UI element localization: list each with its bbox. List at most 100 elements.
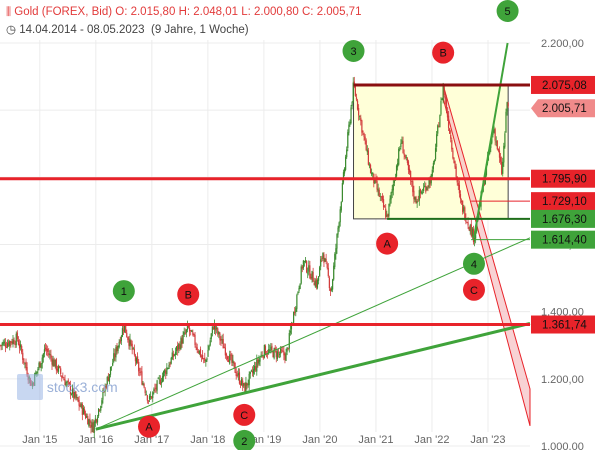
candle-body bbox=[154, 388, 156, 390]
wave-label-text: 5 bbox=[505, 6, 511, 18]
price-tag-box bbox=[531, 75, 595, 94]
y-tick-label: 2.200,00 bbox=[541, 38, 584, 50]
candle-body bbox=[229, 354, 231, 364]
candle-body bbox=[83, 409, 86, 414]
candle-body bbox=[190, 329, 192, 331]
candle-body bbox=[417, 200, 419, 202]
candle-body bbox=[4, 343, 7, 347]
candle-body bbox=[159, 379, 161, 385]
candle-body bbox=[427, 186, 429, 187]
price-level-label: 2.005,71 bbox=[542, 103, 587, 115]
wave-label-text: C bbox=[470, 285, 478, 297]
header-line-1: ⫼ Gold (FOREX, Bid) O: 2.015,80 H: 2.048… bbox=[6, 6, 361, 19]
candle-body bbox=[140, 371, 142, 373]
candle-body bbox=[172, 353, 174, 357]
candle-body bbox=[105, 386, 107, 389]
candle-body bbox=[366, 149, 368, 153]
candle-body bbox=[286, 347, 288, 352]
candle-body bbox=[243, 383, 245, 386]
candle-body bbox=[309, 265, 311, 279]
wave-label-circle bbox=[496, 0, 519, 22]
candle-body bbox=[2, 342, 4, 345]
candle-body bbox=[80, 403, 82, 408]
candle-body bbox=[467, 222, 469, 226]
candle-body bbox=[151, 396, 153, 399]
candle-body bbox=[123, 325, 126, 332]
candle-body bbox=[144, 388, 146, 394]
candle-body bbox=[306, 261, 308, 273]
candle-body bbox=[389, 198, 391, 205]
candle-body bbox=[180, 337, 182, 350]
candle-body bbox=[135, 358, 138, 363]
candle-body bbox=[361, 120, 363, 133]
candle-body bbox=[129, 338, 131, 347]
candle-body bbox=[217, 328, 219, 335]
candle-body bbox=[43, 349, 46, 354]
candle-body bbox=[269, 349, 271, 351]
candle-body bbox=[13, 339, 15, 344]
candle-body bbox=[156, 380, 158, 391]
candle-body bbox=[496, 140, 498, 150]
candle-body bbox=[36, 371, 38, 373]
candle-body bbox=[459, 194, 462, 200]
candle-body bbox=[157, 378, 159, 380]
wave-label-text: A bbox=[383, 239, 391, 251]
candle-body bbox=[195, 346, 197, 348]
candle-body bbox=[450, 134, 452, 139]
candle-body bbox=[403, 153, 405, 155]
wave-label: C bbox=[233, 403, 256, 426]
candle-body bbox=[134, 355, 137, 362]
candle-body bbox=[184, 332, 186, 334]
candle-body bbox=[78, 399, 80, 406]
candle-body bbox=[298, 287, 300, 291]
candle-body bbox=[374, 177, 376, 184]
price-level-label: 1.614,40 bbox=[542, 235, 587, 247]
candle-body bbox=[346, 149, 348, 158]
candle-body bbox=[139, 372, 141, 373]
candle-body bbox=[87, 416, 89, 425]
candle-body bbox=[268, 349, 270, 354]
candle-body bbox=[302, 260, 304, 269]
candle-body bbox=[142, 383, 144, 385]
candle-body bbox=[311, 270, 313, 279]
candle-body bbox=[285, 352, 287, 361]
candle-body bbox=[131, 343, 133, 351]
candle-body bbox=[276, 351, 278, 359]
candle-body bbox=[65, 382, 67, 386]
candle-body bbox=[438, 126, 440, 128]
candle-body bbox=[39, 361, 41, 368]
price-level-tag: 2.005,71 bbox=[531, 99, 595, 118]
candle-body bbox=[264, 346, 267, 355]
candle-body bbox=[442, 86, 444, 101]
candle-body bbox=[288, 333, 290, 349]
candle-body bbox=[96, 417, 99, 423]
candle-body bbox=[270, 346, 272, 351]
candle-body bbox=[224, 347, 226, 356]
candle-body bbox=[53, 359, 55, 367]
candle-body bbox=[49, 354, 51, 356]
wave-label: A bbox=[376, 232, 399, 255]
candle-body bbox=[274, 347, 276, 350]
candle-body bbox=[452, 150, 454, 159]
candle-body bbox=[451, 140, 453, 150]
candle-body bbox=[93, 421, 95, 433]
candle-body bbox=[447, 115, 450, 128]
candle-body bbox=[55, 359, 57, 371]
candle-body bbox=[24, 362, 26, 364]
candle-body bbox=[424, 185, 426, 188]
candle-body bbox=[194, 334, 196, 346]
candle-body bbox=[413, 190, 415, 200]
candle-body bbox=[230, 354, 232, 356]
candle-body bbox=[398, 148, 400, 165]
candle-body bbox=[81, 404, 83, 415]
candle-body bbox=[421, 192, 424, 194]
candle-body bbox=[146, 395, 148, 401]
candle-body bbox=[63, 378, 65, 381]
candle-body bbox=[3, 341, 5, 344]
candle-body bbox=[181, 338, 183, 345]
candle-body bbox=[95, 419, 98, 422]
wave-label-circle bbox=[138, 415, 161, 438]
wave-label-circle bbox=[342, 39, 365, 62]
candle-body bbox=[453, 157, 455, 163]
candle-body bbox=[5, 347, 8, 348]
